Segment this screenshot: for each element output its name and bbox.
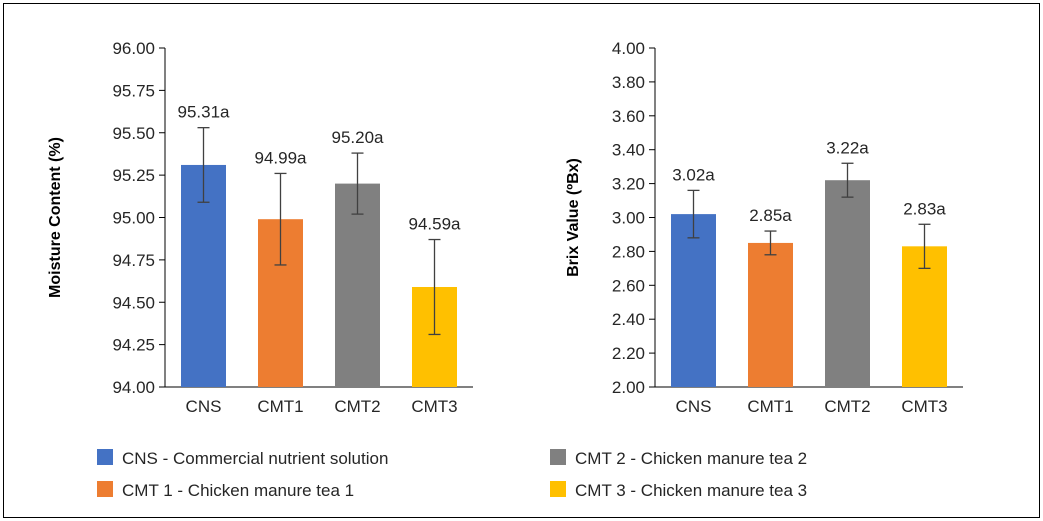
legend-swatch-cmt3 bbox=[550, 481, 566, 497]
bar-cmt2 bbox=[335, 183, 380, 387]
y-axis-label: Brix Value (ºBx) bbox=[565, 158, 582, 277]
legend-label-cmt3: CMT 3 - Chicken manure tea 3 bbox=[575, 481, 807, 500]
data-label: 94.59a bbox=[409, 215, 462, 234]
y-tick-label: 3.60 bbox=[612, 107, 645, 126]
y-axis-label: Moisture Content (%) bbox=[47, 137, 64, 298]
bar-cmt3 bbox=[902, 246, 947, 387]
y-tick-label: 2.80 bbox=[612, 242, 645, 261]
data-label: 2.85a bbox=[749, 206, 792, 225]
data-label: 94.99a bbox=[255, 148, 308, 167]
y-tick-label: 94.25 bbox=[112, 336, 155, 355]
legend-label-cmt1: CMT 1 - Chicken manure tea 1 bbox=[122, 481, 354, 500]
data-label: 95.20a bbox=[332, 128, 385, 147]
legend: CNS - Commercial nutrient solution CMT 2… bbox=[97, 449, 807, 500]
y-tick-label: 94.00 bbox=[112, 378, 155, 397]
legend-swatch-cmt1 bbox=[97, 481, 113, 497]
bar-cns bbox=[671, 214, 716, 387]
y-tick-label: 3.20 bbox=[612, 175, 645, 194]
y-tick-label: 2.40 bbox=[612, 310, 645, 329]
y-tick-label: 95.75 bbox=[112, 81, 155, 100]
y-tick-label: 2.00 bbox=[612, 378, 645, 397]
x-tick-label: CMT2 bbox=[334, 397, 380, 416]
y-tick-label: 3.80 bbox=[612, 73, 645, 92]
data-label: 95.31a bbox=[178, 103, 231, 122]
y-tick-label: 95.25 bbox=[112, 166, 155, 185]
legend-swatch-cmt2 bbox=[550, 449, 566, 465]
x-tick-label: CNS bbox=[186, 397, 222, 416]
x-tick-label: CNS bbox=[676, 397, 712, 416]
y-tick-label: 94.75 bbox=[112, 251, 155, 270]
y-tick-label: 4.00 bbox=[612, 39, 645, 58]
x-tick-label: CMT1 bbox=[257, 397, 303, 416]
legend-swatch-cns bbox=[97, 449, 113, 465]
y-tick-label: 2.60 bbox=[612, 276, 645, 295]
x-tick-label: CMT3 bbox=[411, 397, 457, 416]
legend-label-cns: CNS - Commercial nutrient solution bbox=[122, 449, 388, 468]
bar-cmt2 bbox=[825, 180, 870, 387]
x-tick-label: CMT2 bbox=[824, 397, 870, 416]
data-label: 3.22a bbox=[826, 138, 869, 157]
y-tick-label: 95.00 bbox=[112, 209, 155, 228]
x-tick-label: CMT3 bbox=[901, 397, 947, 416]
y-tick-label: 95.50 bbox=[112, 124, 155, 143]
y-tick-label: 3.00 bbox=[612, 209, 645, 228]
y-tick-label: 96.00 bbox=[112, 39, 155, 58]
bar-cmt1 bbox=[748, 242, 793, 387]
y-tick-label: 94.50 bbox=[112, 293, 155, 312]
y-tick-label: 3.40 bbox=[612, 141, 645, 160]
data-label: 3.02a bbox=[672, 165, 715, 184]
data-label: 2.83a bbox=[903, 199, 946, 218]
x-tick-label: CMT1 bbox=[747, 397, 793, 416]
y-tick-label: 2.20 bbox=[612, 344, 645, 363]
moisture-chart: 94.00 94.25 94.50 94.75 95.00 95.25 95.50 95.75… bbox=[47, 39, 473, 416]
brix-chart: 2.00 2.20 2.40 2.60 2.80 3.00 3.20 3.40 3.60 3.80… bbox=[565, 39, 963, 416]
legend-label-cmt2: CMT 2 - Chicken manure tea 2 bbox=[575, 449, 807, 468]
